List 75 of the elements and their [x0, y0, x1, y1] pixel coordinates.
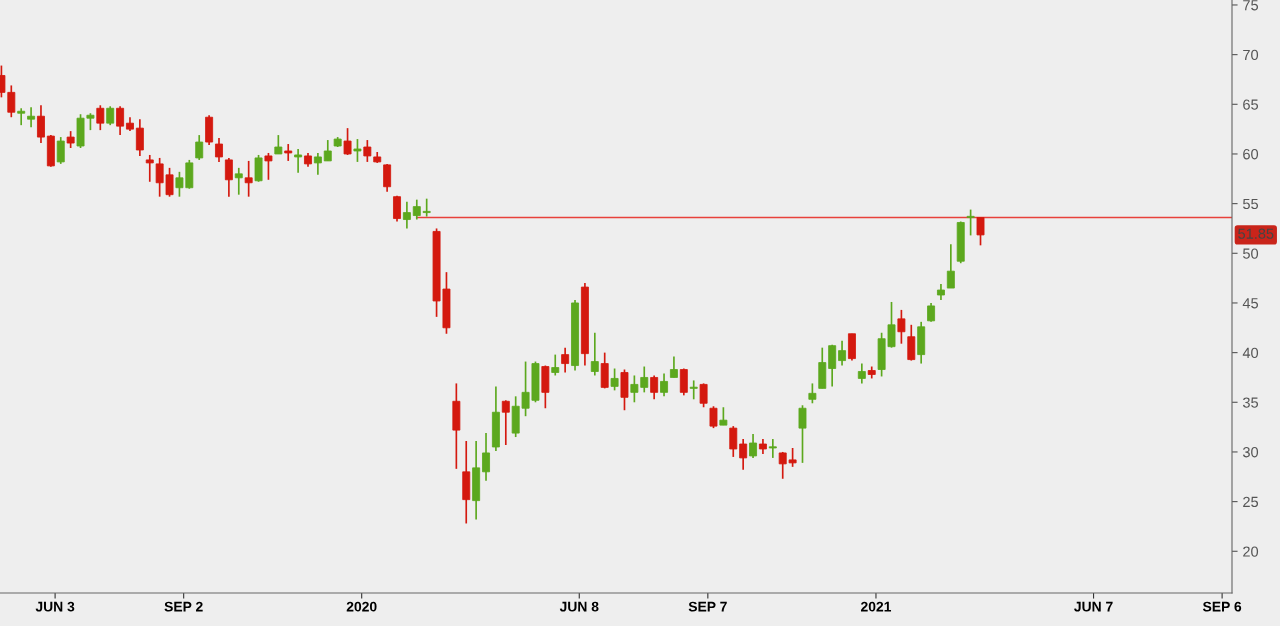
y-tick-label: 30 [1242, 447, 1259, 458]
candlestick [244, 160, 253, 198]
candlestick [37, 104, 45, 144]
candlestick [907, 323, 916, 362]
candlestick [927, 302, 936, 323]
candlestick [353, 138, 362, 163]
candlestick [195, 134, 204, 161]
candlestick [749, 433, 757, 459]
x-tick-label: 2021 [861, 601, 892, 612]
candlestick [17, 107, 26, 126]
candlestick [828, 343, 837, 388]
candlestick [660, 372, 668, 398]
candlestick [313, 152, 322, 176]
candlestick [224, 157, 233, 198]
candlestick [294, 148, 303, 174]
candlestick [976, 216, 985, 247]
candlestick [402, 200, 411, 230]
candlestick [27, 106, 36, 128]
x-tick-label: SEP 2 [164, 601, 203, 612]
candlestick [96, 104, 105, 131]
x-tick-label: JUN 7 [1074, 601, 1113, 612]
candlestick [729, 425, 738, 458]
candlestick [254, 154, 263, 183]
x-tick-label: JUN 8 [559, 601, 599, 612]
candlestick [135, 118, 144, 157]
candlestick [482, 432, 490, 482]
x-tick-label: SEP 6 [1202, 601, 1242, 612]
y-tick-label: 55 [1243, 198, 1259, 210]
y-tick-label: 20 [1243, 546, 1259, 557]
x-tick-label: JUN 3 [35, 601, 75, 612]
candlestick [808, 382, 817, 405]
y-tick-label: 60 [1243, 149, 1259, 160]
candlestick [343, 127, 352, 156]
candlestick [383, 163, 392, 193]
text: 51.85 [1238, 228, 1274, 239]
candlestick [284, 143, 293, 162]
candlestick [106, 105, 115, 126]
candlestick [699, 382, 708, 409]
y-tick-label: 40 [1242, 347, 1259, 359]
y-tick-label: 35 [1242, 397, 1259, 408]
candlestick [768, 438, 777, 459]
candlestick [590, 331, 599, 377]
candlestick [838, 339, 847, 367]
candlestick [689, 379, 698, 401]
candlestick [264, 152, 273, 181]
y-tick-label: 65 [1243, 99, 1259, 110]
candlestick [739, 438, 748, 471]
candlestick [946, 243, 955, 289]
y-tick-label: 25 [1243, 496, 1259, 508]
candlestick [323, 139, 332, 162]
x-tick-label: SEP 7 [688, 601, 727, 612]
candlestick [857, 362, 866, 385]
y-tick-label: 70 [1243, 49, 1259, 61]
candlestick [600, 351, 609, 390]
candlestick [274, 134, 283, 155]
candlestick [897, 309, 906, 345]
candlestick [56, 136, 65, 165]
candlestick [966, 208, 975, 237]
candlestick [709, 405, 718, 429]
candlestick [215, 137, 223, 163]
candlestick [116, 105, 125, 136]
candlestick [551, 353, 560, 377]
candlestick [798, 404, 807, 464]
candlestick [393, 194, 401, 223]
candlestick [679, 367, 688, 397]
y-tick-label: 75 [1243, 0, 1259, 11]
y-tick-label: 50 [1243, 248, 1259, 259]
y-tick-label: 45 [1242, 298, 1259, 309]
candlestick [501, 399, 510, 446]
x-tick-label: 2020 [346, 601, 377, 612]
candlestick [650, 374, 659, 401]
candlestick [561, 346, 570, 374]
candlestick [234, 167, 243, 196]
candlestick [669, 355, 678, 379]
candlestick [610, 367, 619, 392]
